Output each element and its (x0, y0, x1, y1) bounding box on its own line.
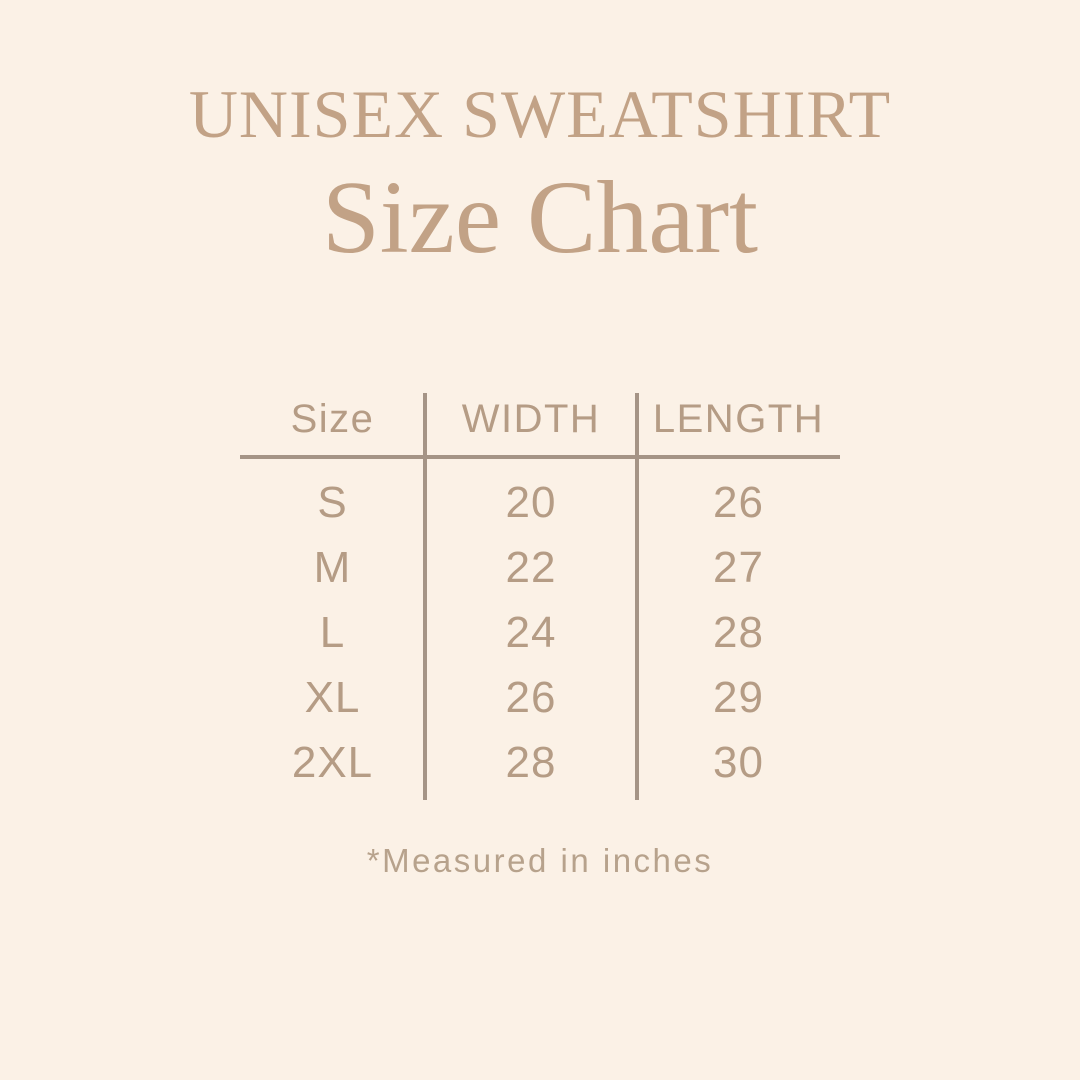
column-header-length: LENGTH (652, 396, 825, 441)
cell-size: M (313, 543, 352, 592)
size-table: Size WIDTH LENGTH S 20 26 M 22 27 L 24 2… (240, 383, 840, 800)
column-header-width: WIDTH (461, 396, 601, 441)
table-row: XL 26 29 (240, 666, 840, 731)
cell-width: 24 (505, 608, 557, 657)
cell-length: 26 (713, 478, 764, 527)
table-header-row: Size WIDTH LENGTH (240, 383, 840, 455)
cell-width: 20 (505, 478, 557, 527)
cell-size: XL (304, 673, 361, 722)
cell-length: 30 (713, 738, 764, 787)
table-row: 2XL 28 30 (240, 731, 840, 796)
cell-size: 2XL (291, 738, 374, 787)
cell-length: 29 (713, 673, 764, 722)
table-row: S 20 26 (240, 471, 840, 536)
cell-size: L (319, 608, 346, 657)
cell-width: 28 (505, 738, 557, 787)
column-divider-1 (423, 393, 427, 800)
cell-length: 27 (713, 543, 764, 592)
table-row: M 22 27 (240, 536, 840, 601)
column-divider-2 (635, 393, 639, 800)
table-body: S 20 26 M 22 27 L 24 28 XL 26 29 2XL 28 (240, 459, 840, 796)
table-row: L 24 28 (240, 601, 840, 666)
cell-width: 22 (505, 543, 557, 592)
cell-width: 26 (505, 673, 557, 722)
cell-length: 28 (713, 608, 764, 657)
product-title: UNISEX SWEATSHIRT (188, 76, 892, 152)
cell-size: S (317, 478, 348, 527)
page-title: Size Chart (321, 160, 759, 275)
column-header-size: Size (290, 396, 375, 441)
header-divider (240, 455, 840, 459)
footnote: *Measured in inches (366, 842, 714, 879)
